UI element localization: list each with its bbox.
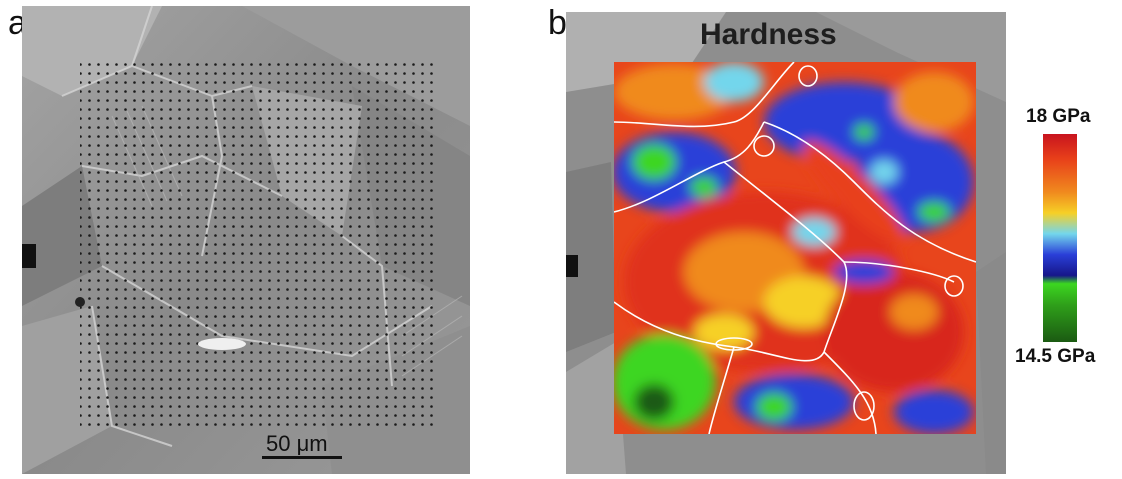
hardness-map-title: Hardness [700, 18, 837, 51]
sem-micrograph-a-image [22, 6, 470, 474]
colorbar [1043, 134, 1077, 342]
scale-bar-label: 50 μm [266, 431, 328, 456]
sem-micrograph-a [22, 6, 470, 474]
panel-b-label: b [548, 4, 567, 42]
colorbar-max-label: 18 GPa [1026, 106, 1091, 127]
hardness-map-image [614, 62, 976, 434]
colorbar-min-label: 14.5 GPa [1015, 346, 1096, 367]
scale-bar [262, 456, 342, 459]
hardness-map [614, 62, 976, 434]
